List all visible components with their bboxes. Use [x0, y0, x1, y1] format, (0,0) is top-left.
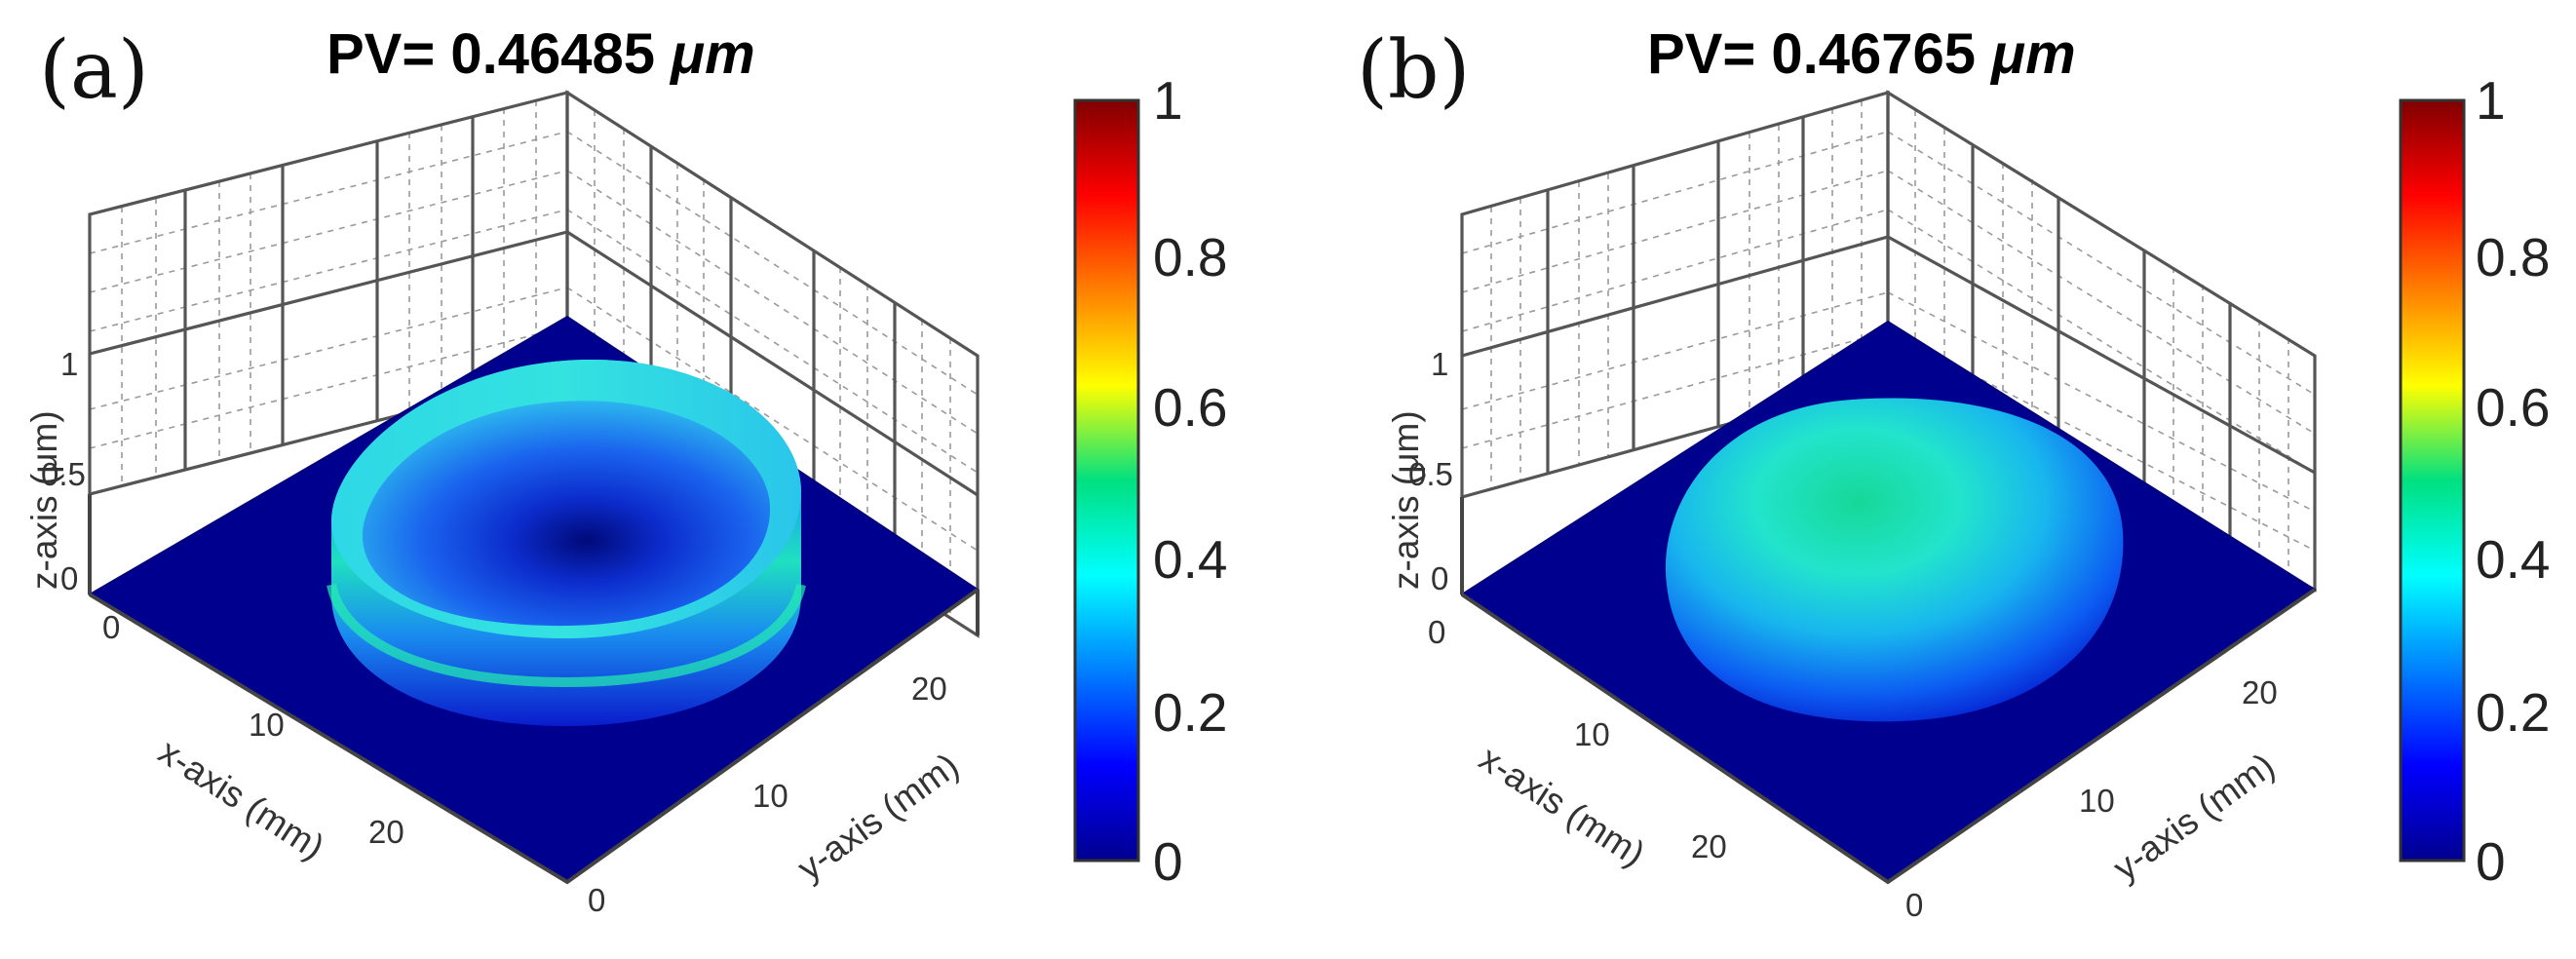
colorbar-a-tick-1: 1	[1153, 70, 1183, 131]
chart-title-b-unit: μm	[1989, 22, 2076, 86]
box-edge-bottom-a	[88, 588, 980, 885]
colorbar-b-tick-04: 0.4	[2476, 529, 2550, 590]
z-tick-a-1: 1	[60, 346, 78, 382]
panel-a: (a) PV= 0.46485 μm	[24, 22, 1227, 918]
y-axis-label-a: y-axis (mm)	[790, 746, 966, 889]
x-tick-b-10: 10	[1574, 716, 1610, 752]
colorbar-b-tick-02: 0.2	[2476, 682, 2550, 743]
y-tick-b-0: 0	[1905, 887, 1923, 923]
panel-label-b: (b)	[1357, 24, 1470, 117]
colorbar-b-tick-1: 1	[2476, 70, 2506, 131]
chart-title-b: PV= 0.46765 μm	[1647, 22, 2076, 86]
x-axis-label-b: x-axis (mm)	[1473, 738, 1652, 874]
z-tick-a-05: 0.5	[41, 456, 86, 492]
chart-title-a-prefix: PV= 0.46485	[327, 22, 671, 86]
x-tick-b-0: 0	[1428, 614, 1445, 650]
colorbar-a: 1 0.8 0.6 0.4 0.2 0	[1073, 70, 1227, 892]
colorbar-b-tick-08: 0.8	[2476, 227, 2550, 288]
z-tick-b-05: 0.5	[1408, 456, 1453, 492]
ring-surface	[327, 360, 806, 726]
x-tick-a-20: 20	[368, 814, 404, 850]
chart-title-b-prefix: PV= 0.46765	[1647, 22, 1991, 86]
colorbar-b-tick-0: 0	[2476, 831, 2506, 892]
panel-label-a: (a)	[39, 24, 149, 117]
y-tick-a-0: 0	[588, 882, 605, 918]
dome-surface	[1665, 398, 2124, 722]
y-axis-label-b: y-axis (mm)	[2106, 746, 2282, 889]
z-tick-b-0: 0	[1431, 560, 1448, 596]
colorbar-a-tick-02: 0.2	[1153, 682, 1227, 743]
z-tick-a-0: 0	[60, 560, 78, 596]
y-tick-b-10: 10	[2079, 783, 2115, 819]
colorbar-a-tick-08: 0.8	[1153, 227, 1227, 288]
colorbar-b: 1 0.8 0.6 0.4 0.2 0	[2399, 70, 2550, 892]
y-tick-a-20: 20	[911, 671, 947, 707]
z-axis-label-a: z-axis (μm)	[24, 410, 64, 590]
colorbar-a-tick-0: 0	[1153, 831, 1183, 892]
box-edge-bottom-b	[1460, 588, 2317, 885]
chart-title-a: PV= 0.46485 μm	[327, 22, 755, 86]
chart-title-a-unit: μm	[669, 22, 755, 86]
x-tick-b-20: 20	[1691, 828, 1727, 864]
x-tick-a-0: 0	[102, 609, 120, 645]
y-tick-b-20: 20	[2242, 674, 2278, 710]
panel-b: (b) PV= 0.46765 μm	[1357, 22, 2550, 923]
colorbar-a-tick-04: 0.4	[1153, 529, 1227, 590]
z-axis-label-b: z-axis (μm)	[1386, 410, 1426, 590]
colorbar-a-tick-06: 0.6	[1153, 377, 1227, 438]
y-tick-a-10: 10	[752, 778, 788, 814]
x-tick-a-10: 10	[249, 707, 285, 743]
colorbar-b-tick-06: 0.6	[2476, 377, 2550, 438]
z-tick-b-1: 1	[1431, 346, 1448, 382]
x-axis-label-a: x-axis (mm)	[152, 731, 331, 867]
